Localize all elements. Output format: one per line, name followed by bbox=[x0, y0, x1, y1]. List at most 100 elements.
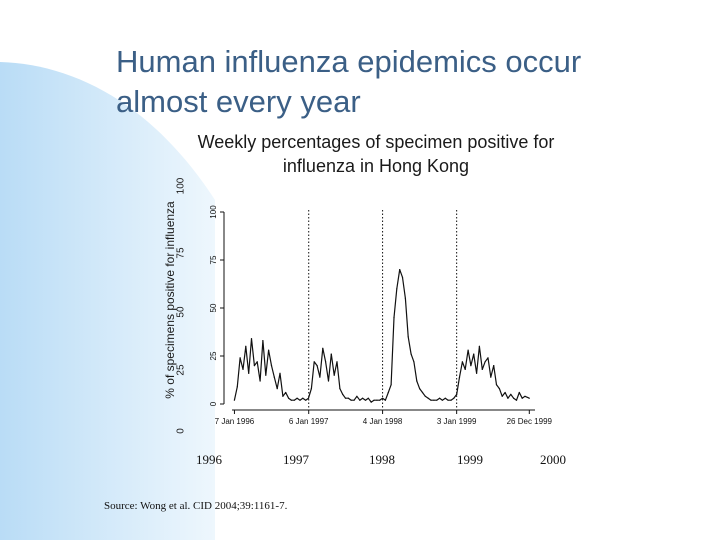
x-tick-label-2: 4 Jan 1998 bbox=[363, 417, 403, 426]
data-point bbox=[490, 376, 492, 378]
data-point bbox=[373, 399, 375, 401]
data-point bbox=[248, 372, 250, 374]
data-point bbox=[518, 391, 520, 394]
data-point bbox=[347, 397, 349, 399]
data-point bbox=[476, 372, 478, 374]
data-point bbox=[510, 393, 512, 395]
data-point bbox=[350, 399, 352, 401]
data-point bbox=[481, 368, 483, 370]
inner-y-tick-label-0: 0 bbox=[209, 401, 218, 406]
data-point bbox=[450, 399, 452, 401]
data-point bbox=[250, 338, 253, 340]
data-point bbox=[233, 399, 235, 401]
data-point bbox=[379, 399, 381, 401]
data-point bbox=[528, 397, 530, 399]
data-point bbox=[356, 395, 358, 397]
data-point bbox=[242, 368, 244, 370]
data-point bbox=[290, 399, 292, 401]
data-point bbox=[370, 401, 372, 403]
data-point bbox=[330, 353, 332, 355]
data-point bbox=[364, 399, 367, 401]
data-point bbox=[367, 397, 369, 399]
data-point bbox=[404, 297, 406, 299]
year-label-1999: 1999 bbox=[457, 452, 483, 467]
data-point bbox=[507, 397, 509, 399]
data-point bbox=[444, 397, 446, 399]
data-point bbox=[433, 399, 435, 401]
data-point bbox=[307, 397, 310, 399]
data-point bbox=[441, 399, 443, 401]
data-point bbox=[265, 374, 267, 376]
data-point bbox=[239, 357, 241, 359]
data-point bbox=[458, 376, 461, 378]
series-line-0 bbox=[233, 268, 530, 403]
data-point bbox=[424, 395, 426, 397]
data-point bbox=[236, 386, 238, 388]
inner-y-tick-label-25: 25 bbox=[209, 351, 218, 360]
slide-title: Human influenza epidemics occur almost e… bbox=[116, 42, 706, 122]
data-point bbox=[484, 361, 486, 363]
data-point bbox=[464, 368, 466, 370]
data-point bbox=[467, 349, 469, 351]
data-point bbox=[259, 380, 261, 382]
data-point bbox=[419, 388, 421, 390]
data-point bbox=[447, 399, 449, 401]
data-point bbox=[253, 365, 255, 367]
chart-title: Weekly percentages of specimen positive … bbox=[197, 132, 555, 176]
data-point bbox=[262, 340, 264, 342]
data-point bbox=[376, 399, 378, 401]
data-point bbox=[456, 393, 458, 395]
data-point bbox=[393, 317, 395, 319]
data-point bbox=[310, 388, 312, 390]
data-point bbox=[282, 395, 284, 397]
data-point bbox=[285, 391, 287, 394]
inner-y-tick-label-75: 75 bbox=[209, 255, 218, 264]
data-point bbox=[362, 397, 364, 399]
data-point bbox=[399, 269, 401, 271]
data-point bbox=[515, 399, 518, 401]
x-tick-label-0: 7 Jan 1996 bbox=[215, 417, 255, 426]
data-point bbox=[382, 397, 384, 399]
data-point bbox=[339, 388, 341, 390]
decor-wave-shape bbox=[0, 62, 215, 540]
data-point bbox=[293, 399, 295, 401]
data-point bbox=[353, 399, 355, 401]
data-point bbox=[504, 391, 506, 394]
data-point bbox=[501, 395, 503, 397]
data-point bbox=[416, 380, 418, 382]
data-point bbox=[453, 397, 455, 399]
data-point bbox=[413, 361, 415, 363]
year-label-1997: 1997 bbox=[283, 452, 309, 467]
source-citation: Source: Wong et al. CID 2004;39:1161-7. bbox=[104, 500, 288, 512]
data-point bbox=[498, 388, 500, 390]
data-point bbox=[313, 361, 315, 363]
x-tick-label-1: 6 Jan 1997 bbox=[289, 417, 329, 426]
data-point bbox=[410, 353, 412, 355]
data-point bbox=[299, 399, 301, 401]
data-point bbox=[521, 397, 523, 399]
year-label-1996: 1996 bbox=[196, 452, 222, 467]
data-point bbox=[390, 384, 392, 386]
data-point bbox=[316, 365, 318, 367]
data-point bbox=[493, 365, 495, 367]
data-point bbox=[302, 397, 304, 399]
data-point bbox=[276, 388, 278, 390]
data-point bbox=[436, 399, 438, 401]
data-point bbox=[524, 395, 526, 397]
data-point bbox=[421, 391, 424, 394]
slide-title-line-1: Human influenza epidemics occur bbox=[116, 44, 582, 79]
year-label-2000: 2000 bbox=[540, 452, 566, 467]
data-point bbox=[270, 365, 273, 367]
data-point bbox=[487, 357, 489, 359]
data-point bbox=[256, 361, 258, 363]
data-point bbox=[495, 384, 498, 386]
data-point bbox=[387, 391, 389, 394]
inner-y-tick-label-100: 100 bbox=[209, 205, 218, 219]
data-point bbox=[384, 399, 386, 401]
x-tick-label-4: 26 Dec 1999 bbox=[507, 417, 553, 426]
x-tick-label-3: 3 Jan 1999 bbox=[437, 417, 477, 426]
data-point bbox=[322, 347, 324, 349]
data-point bbox=[279, 372, 281, 374]
data-point bbox=[401, 276, 404, 278]
